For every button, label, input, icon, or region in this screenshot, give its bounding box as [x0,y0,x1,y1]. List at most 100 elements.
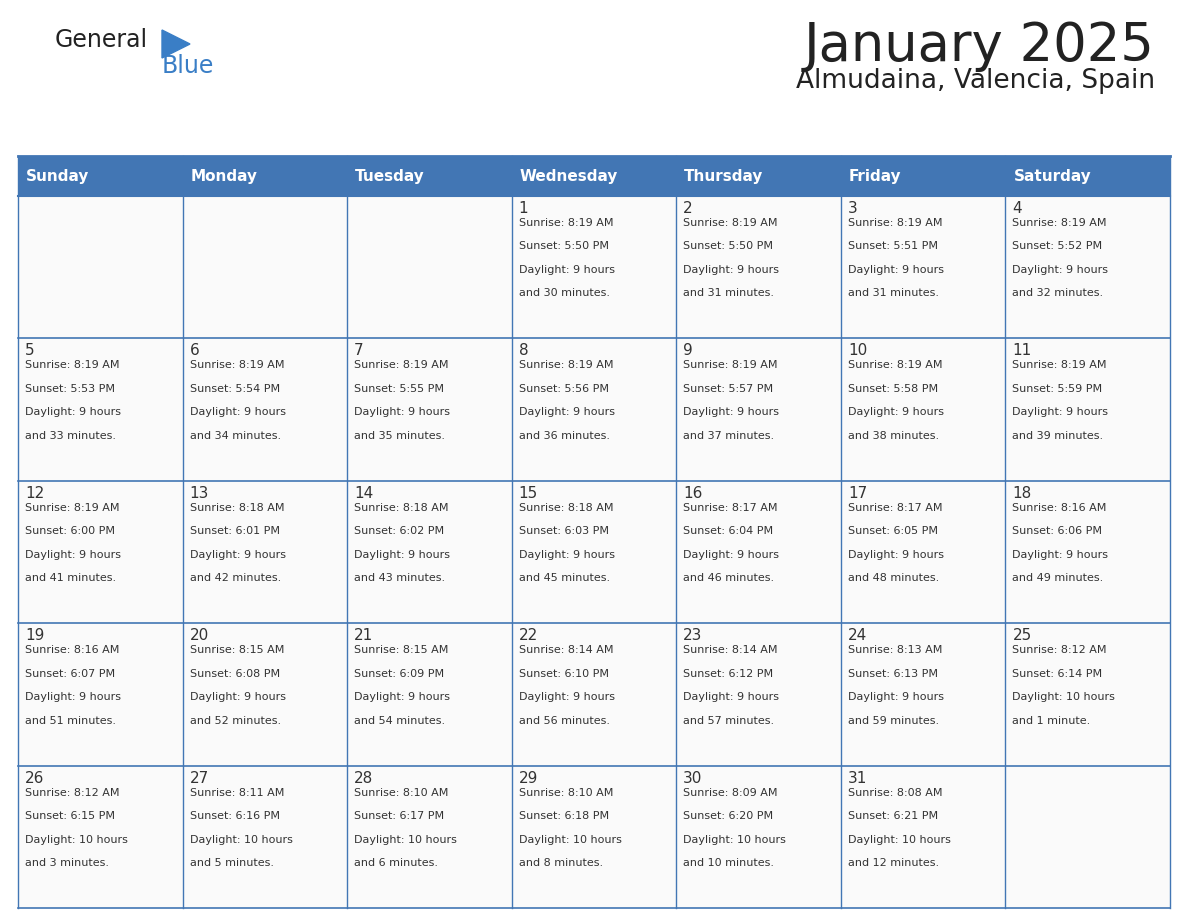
Text: Daylight: 9 hours: Daylight: 9 hours [1012,408,1108,418]
Text: Sunset: 6:17 PM: Sunset: 6:17 PM [354,812,444,821]
Text: Sunset: 6:09 PM: Sunset: 6:09 PM [354,668,444,678]
Bar [676,481,841,623]
Text: Sunrise: 8:17 AM: Sunrise: 8:17 AM [848,503,942,513]
Text: Daylight: 9 hours: Daylight: 9 hours [519,550,614,560]
Bar [512,481,676,623]
Text: and 32 minutes.: and 32 minutes. [1012,288,1104,298]
Text: 1: 1 [519,201,529,216]
Text: Sunset: 6:08 PM: Sunset: 6:08 PM [190,668,279,678]
Text: Sunrise: 8:19 AM: Sunrise: 8:19 AM [848,218,942,228]
Text: Sunrise: 8:10 AM: Sunrise: 8:10 AM [519,788,613,798]
Bar [183,766,347,908]
Bar [841,766,1005,908]
Text: and 37 minutes.: and 37 minutes. [683,431,775,441]
Text: and 54 minutes.: and 54 minutes. [354,716,446,726]
Text: Sunrise: 8:15 AM: Sunrise: 8:15 AM [354,645,449,655]
Text: Daylight: 10 hours: Daylight: 10 hours [190,834,292,845]
Text: 15: 15 [519,486,538,501]
Text: Sunrise: 8:16 AM: Sunrise: 8:16 AM [1012,503,1107,513]
Bar [1005,339,1170,481]
Text: Sunset: 5:58 PM: Sunset: 5:58 PM [848,384,939,394]
Text: Daylight: 9 hours: Daylight: 9 hours [519,265,614,275]
Text: and 34 minutes.: and 34 minutes. [190,431,280,441]
Text: Daylight: 9 hours: Daylight: 9 hours [683,265,779,275]
Text: and 3 minutes.: and 3 minutes. [25,858,109,868]
Text: Sunrise: 8:16 AM: Sunrise: 8:16 AM [25,645,119,655]
Bar [512,766,676,908]
Text: Daylight: 9 hours: Daylight: 9 hours [848,692,943,702]
Bar [841,623,1005,766]
Text: and 35 minutes.: and 35 minutes. [354,431,446,441]
Text: 9: 9 [683,343,693,358]
Bar [18,196,183,339]
Text: Saturday: Saturday [1013,169,1092,184]
Text: and 5 minutes.: and 5 minutes. [190,858,273,868]
Text: Daylight: 10 hours: Daylight: 10 hours [848,834,950,845]
Text: Daylight: 9 hours: Daylight: 9 hours [1012,550,1108,560]
Bar [347,196,512,339]
Text: 3: 3 [848,201,858,216]
Bar [1005,623,1170,766]
Text: Sunrise: 8:19 AM: Sunrise: 8:19 AM [354,361,449,370]
Text: Sunrise: 8:10 AM: Sunrise: 8:10 AM [354,788,449,798]
Text: 24: 24 [848,628,867,644]
Text: Sunset: 5:56 PM: Sunset: 5:56 PM [519,384,608,394]
Bar [512,339,676,481]
Text: 4: 4 [1012,201,1022,216]
Text: Sunset: 6:01 PM: Sunset: 6:01 PM [190,526,279,536]
Text: Sunrise: 8:12 AM: Sunrise: 8:12 AM [1012,645,1107,655]
Text: Sunset: 6:13 PM: Sunset: 6:13 PM [848,668,937,678]
Text: 5: 5 [25,343,34,358]
Text: and 49 minutes.: and 49 minutes. [1012,573,1104,583]
Text: Sunset: 6:18 PM: Sunset: 6:18 PM [519,812,608,821]
Text: Daylight: 9 hours: Daylight: 9 hours [519,692,614,702]
Text: and 38 minutes.: and 38 minutes. [848,431,939,441]
Text: Sunset: 6:21 PM: Sunset: 6:21 PM [848,812,939,821]
Bar [183,623,347,766]
Text: 19: 19 [25,628,44,644]
Text: and 52 minutes.: and 52 minutes. [190,716,280,726]
Text: and 33 minutes.: and 33 minutes. [25,431,116,441]
Text: Daylight: 9 hours: Daylight: 9 hours [848,550,943,560]
Bar [183,196,347,339]
Text: 7: 7 [354,343,364,358]
Bar [1005,481,1170,623]
Text: Daylight: 10 hours: Daylight: 10 hours [354,834,457,845]
Text: and 57 minutes.: and 57 minutes. [683,716,775,726]
Text: Sunrise: 8:19 AM: Sunrise: 8:19 AM [1012,361,1107,370]
Text: Sunset: 6:14 PM: Sunset: 6:14 PM [1012,668,1102,678]
Bar [183,481,347,623]
Text: Sunset: 5:54 PM: Sunset: 5:54 PM [190,384,279,394]
Text: Daylight: 9 hours: Daylight: 9 hours [848,265,943,275]
Text: Blue: Blue [162,54,214,78]
Text: Sunset: 5:50 PM: Sunset: 5:50 PM [683,241,773,252]
Text: Daylight: 9 hours: Daylight: 9 hours [190,550,285,560]
Bar [676,623,841,766]
Text: 17: 17 [848,486,867,501]
Text: Daylight: 9 hours: Daylight: 9 hours [354,692,450,702]
Text: 14: 14 [354,486,373,501]
Text: and 56 minutes.: and 56 minutes. [519,716,609,726]
Text: Sunrise: 8:19 AM: Sunrise: 8:19 AM [683,361,778,370]
Text: Sunset: 6:20 PM: Sunset: 6:20 PM [683,812,773,821]
Text: 20: 20 [190,628,209,644]
Text: General: General [55,28,148,52]
Text: Tuesday: Tuesday [355,169,425,184]
Text: 16: 16 [683,486,702,501]
Text: Daylight: 9 hours: Daylight: 9 hours [683,550,779,560]
Text: 12: 12 [25,486,44,501]
Text: and 36 minutes.: and 36 minutes. [519,431,609,441]
Text: 29: 29 [519,770,538,786]
Text: 25: 25 [1012,628,1031,644]
Text: Daylight: 9 hours: Daylight: 9 hours [25,550,121,560]
Text: Sunrise: 8:19 AM: Sunrise: 8:19 AM [683,218,778,228]
Bar [347,339,512,481]
Bar [18,481,183,623]
Bar [183,339,347,481]
Text: Daylight: 10 hours: Daylight: 10 hours [683,834,786,845]
Text: Daylight: 9 hours: Daylight: 9 hours [25,408,121,418]
Text: Sunset: 6:04 PM: Sunset: 6:04 PM [683,526,773,536]
Text: Sunrise: 8:19 AM: Sunrise: 8:19 AM [519,218,613,228]
Text: and 30 minutes.: and 30 minutes. [519,288,609,298]
Text: and 1 minute.: and 1 minute. [1012,716,1091,726]
